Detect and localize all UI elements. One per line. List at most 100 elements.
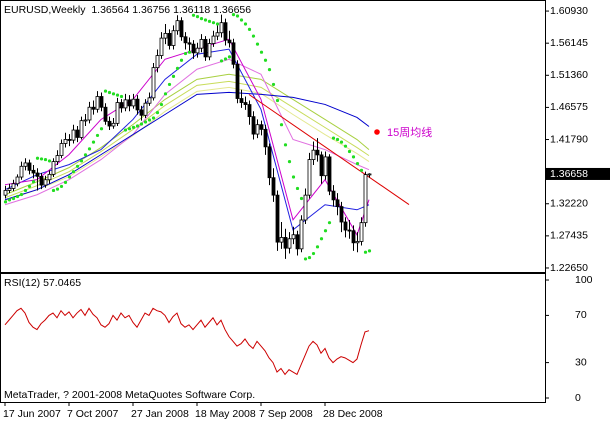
sar-dot bbox=[3, 200, 8, 204]
candle-body bbox=[319, 154, 324, 177]
candle-body bbox=[231, 42, 236, 65]
candle-body bbox=[119, 102, 124, 109]
sar-dot bbox=[79, 159, 84, 163]
last-price-tag bbox=[546, 167, 610, 180]
candle-body bbox=[279, 237, 284, 243]
sar-dot bbox=[307, 255, 312, 260]
candle-body bbox=[87, 106, 92, 121]
candle-body bbox=[323, 156, 328, 177]
candle-body bbox=[143, 102, 148, 116]
candle-body bbox=[91, 106, 96, 110]
sar-dot bbox=[67, 175, 72, 179]
sar-dot bbox=[203, 18, 208, 22]
sar-dot bbox=[171, 74, 176, 78]
x-tick-label: 7 Oct 2007 bbox=[67, 408, 119, 420]
y-tick-label: 1.41790 bbox=[550, 133, 588, 145]
candle-body bbox=[167, 33, 172, 46]
sar-dot bbox=[127, 127, 132, 131]
candle-body bbox=[123, 99, 128, 109]
sar-dot bbox=[147, 118, 152, 122]
y-tick-label: 1.22650 bbox=[550, 262, 588, 274]
sar-dot bbox=[255, 42, 260, 46]
candle-body bbox=[339, 206, 344, 223]
copyright: MetaTrader, ? 2001-2008 MetaQuotes Softw… bbox=[4, 389, 255, 401]
sar-dot bbox=[31, 180, 36, 184]
candle-body bbox=[103, 106, 108, 122]
sar-dot bbox=[219, 59, 224, 63]
candle-body bbox=[151, 67, 156, 99]
candle-body bbox=[155, 55, 160, 69]
sar-dot bbox=[263, 58, 268, 62]
candle-body bbox=[275, 194, 280, 243]
candle-body bbox=[303, 194, 308, 221]
candle-body bbox=[31, 169, 36, 174]
y-tick-label: 1.27435 bbox=[550, 230, 588, 242]
candle-body bbox=[243, 102, 248, 105]
candle-body bbox=[43, 179, 48, 186]
candle-body bbox=[347, 229, 352, 232]
sar-dot bbox=[87, 147, 92, 151]
pane-title: RSI(12) 57.0465 bbox=[4, 277, 81, 289]
moving-average bbox=[4, 58, 370, 206]
sar-dot bbox=[331, 136, 336, 140]
sar-dot bbox=[275, 98, 280, 103]
candle-body bbox=[251, 116, 256, 135]
sar-dot bbox=[187, 50, 192, 54]
sar-dot bbox=[95, 133, 100, 138]
candle-body bbox=[19, 165, 24, 178]
sar-dot bbox=[39, 157, 44, 161]
sar-dot bbox=[323, 229, 328, 233]
sar-dot bbox=[15, 194, 20, 199]
candle-body bbox=[351, 230, 356, 244]
candle-body bbox=[311, 149, 316, 160]
candle-body bbox=[331, 190, 336, 201]
candle-body bbox=[271, 177, 276, 196]
candle-body bbox=[135, 98, 140, 111]
sar-dot bbox=[295, 186, 300, 191]
sar-dot bbox=[343, 144, 348, 148]
candle-body bbox=[235, 63, 240, 99]
sar-dot bbox=[215, 22, 220, 26]
sar-dot bbox=[99, 127, 104, 131]
candle-body bbox=[15, 176, 20, 185]
moving-average bbox=[4, 73, 370, 196]
trend-line bbox=[248, 94, 410, 205]
sar-dot bbox=[271, 82, 276, 87]
candle-body bbox=[175, 20, 180, 32]
candle-body bbox=[111, 122, 116, 127]
candle-body bbox=[259, 124, 264, 130]
candle-body bbox=[195, 47, 200, 54]
sar-dot bbox=[143, 120, 148, 124]
sar-dot bbox=[199, 17, 204, 21]
candle-body bbox=[107, 120, 112, 127]
sar-dot bbox=[231, 13, 236, 17]
candle-body bbox=[367, 173, 372, 176]
sar-dot bbox=[75, 164, 80, 168]
candle-body bbox=[223, 22, 228, 41]
candle-body bbox=[139, 109, 144, 116]
y-tick-label: 1.56145 bbox=[550, 37, 588, 49]
candle-body bbox=[55, 155, 60, 163]
candle-body bbox=[315, 149, 320, 156]
candle-body bbox=[203, 39, 208, 58]
x-tick-label: 18 May 2008 bbox=[195, 408, 256, 420]
candle-body bbox=[7, 188, 12, 191]
sar-dot bbox=[227, 55, 232, 59]
y-tick-label: 0 bbox=[575, 392, 581, 404]
sar-dot bbox=[247, 27, 252, 31]
sar-dot bbox=[267, 68, 272, 72]
moving-average bbox=[4, 80, 370, 199]
sar-dot bbox=[43, 157, 48, 162]
x-tick-label: 7 Sep 2008 bbox=[259, 408, 313, 420]
candle-body bbox=[35, 172, 40, 177]
x-tick-label: 27 Jan 2008 bbox=[131, 408, 189, 420]
sar-dot bbox=[211, 21, 216, 25]
sar-dot bbox=[327, 221, 332, 225]
sar-dot bbox=[191, 13, 196, 17]
y-tick-label: 30 bbox=[575, 356, 587, 368]
sar-dot bbox=[355, 162, 360, 166]
sar-dot bbox=[335, 137, 340, 142]
candle-body bbox=[227, 39, 232, 44]
sar-dot bbox=[11, 196, 16, 201]
last-price-label: 1.36658 bbox=[550, 168, 588, 180]
